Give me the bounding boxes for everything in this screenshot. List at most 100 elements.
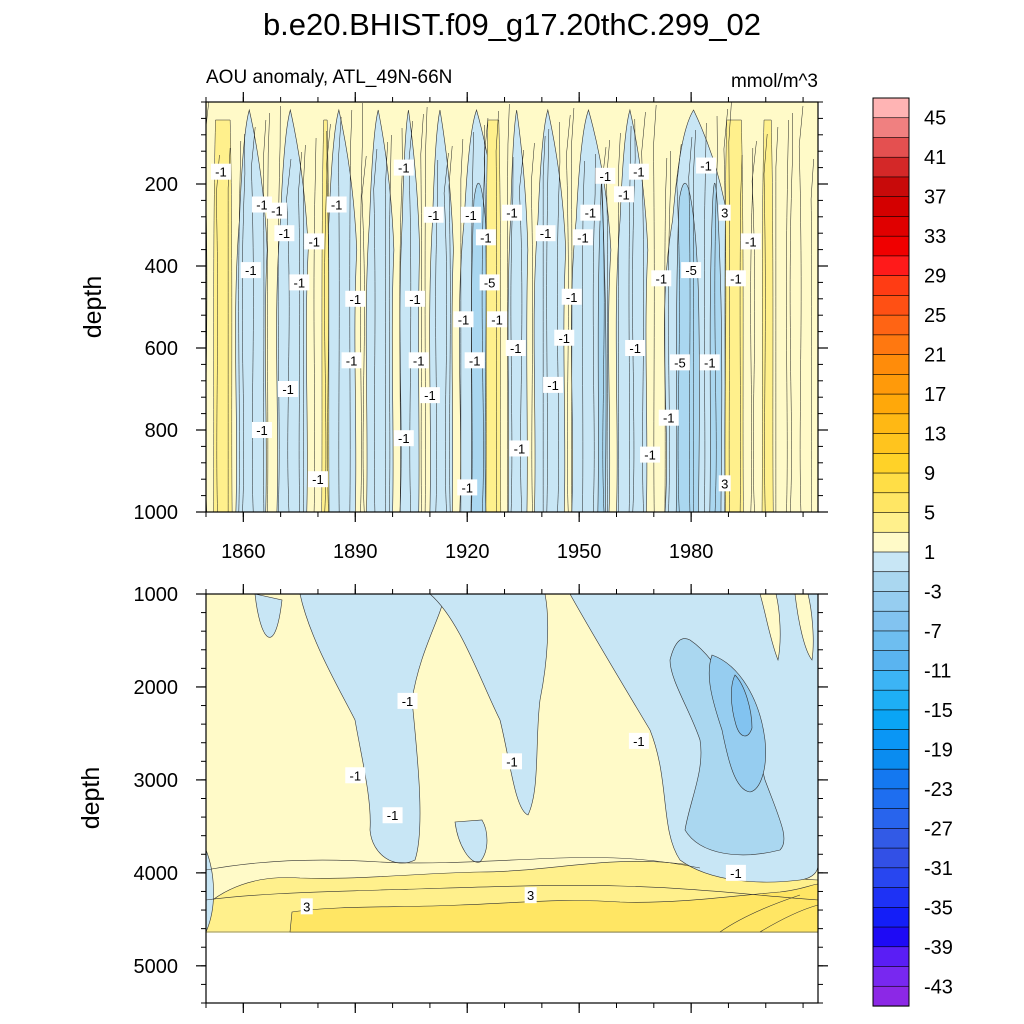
top-contour-line (510, 156, 514, 512)
contour-label: -1 (256, 198, 268, 213)
contour-label: 3 (527, 888, 534, 903)
colorbar-label: 25 (924, 305, 946, 327)
colorbar-label: -39 (924, 937, 953, 959)
top-contour-line (530, 142, 535, 512)
contour-label-box (345, 290, 366, 307)
top-contour-line (664, 157, 668, 512)
subtitle-units: mmol/m^3 (731, 71, 818, 92)
top-contour-line (566, 114, 571, 512)
contour-label-box (699, 354, 720, 371)
colorbar-label: 29 (924, 266, 946, 288)
contour-label-box (341, 352, 362, 369)
contour-label: -1 (349, 292, 361, 307)
top-contour-line (789, 112, 793, 512)
top-blue-band (533, 108, 567, 512)
contour-label-box (725, 864, 746, 881)
contour-label-box (278, 381, 299, 397)
contour-label: -1 (349, 768, 361, 783)
top-panel: -1 -1 -1 -1 -1 -1 -1 -1 -1 -1 -1 -1 -1 -1 -1 -1 -1 -1 -1 -1… (79, 92, 828, 563)
subtitle-left: AOU anomaly, ATL_49N-66N (206, 67, 452, 88)
contour-label-box (535, 225, 556, 242)
top-contour-line (399, 127, 403, 512)
colorbar-swatch (872, 591, 910, 612)
colorbar-label: -11 (924, 660, 951, 682)
y-tick-label: 1000 (134, 584, 179, 606)
colorbar-swatch (872, 966, 910, 987)
x-tick-label: 1980 (669, 541, 714, 563)
colorbar-label: -7 (924, 621, 942, 643)
colorbar-swatch (872, 354, 910, 375)
y-tick-label: 1000 (134, 502, 179, 524)
colorbar-swatch (872, 689, 910, 711)
top-contour-line (739, 154, 743, 512)
contour-label: -1 (618, 187, 630, 202)
bottom-panel: -1 -1 -1 -1 -1 -1 3 3 1000 2000 3000 4000 5000 dept… (77, 584, 828, 1013)
colorbar-swatch (872, 453, 910, 474)
top-yellow-streak (213, 119, 233, 512)
top-contour-line (653, 104, 657, 512)
contour-label: -1 (600, 169, 612, 184)
contour-label: -1 (469, 353, 481, 368)
colorbar-label: 9 (924, 463, 935, 485)
deeper-yellow-layer (289, 883, 818, 933)
contour-label: 3 (721, 206, 728, 221)
colorbar-label: -35 (924, 897, 953, 919)
colorbar-swatch (872, 255, 910, 277)
top-dark-band (597, 183, 607, 512)
contour-label-box (669, 354, 690, 371)
colorbar-swatch (872, 275, 910, 296)
top-contour-line (267, 112, 270, 512)
top-contour-line (460, 138, 464, 512)
x-tick-label: 1860 (221, 541, 266, 563)
colorbar-swatch (872, 907, 910, 928)
contour-label: -1 (633, 734, 645, 749)
top-contour-line (703, 122, 707, 512)
contour-label-box (423, 206, 444, 223)
top-contour-line (542, 135, 546, 512)
contour-label: -5 (484, 275, 496, 290)
bottom-blue-plume-3 (454, 819, 488, 863)
contour-label: -1 (491, 312, 503, 327)
contour-label-box (580, 204, 601, 221)
colorbar-label: -31 (924, 858, 953, 880)
no-data-region (206, 933, 818, 1003)
contour-label-box (524, 887, 537, 904)
bottom-axes: 1000 2000 3000 4000 5000 (134, 584, 828, 1013)
contour-label-box (266, 202, 287, 219)
top-contour-line (443, 152, 449, 512)
colorbar-swatch (872, 630, 910, 652)
contour-label-box (681, 262, 702, 279)
contour-label-box (718, 204, 731, 221)
contour-label: -1 (540, 226, 552, 241)
colorbar-frame (872, 97, 910, 1007)
top-blue-band (615, 108, 649, 512)
contour-label-box (595, 167, 616, 184)
bottom-contour-line-1 (206, 857, 701, 871)
contour-label-box (554, 329, 575, 346)
contour-label: -5 (674, 355, 686, 370)
contour-label-box (651, 270, 672, 287)
colorbar: 45 41 37 33 29 25 21 17 13 9 5 1 -3 -7 -11 -15 -19 -23 -27… (872, 97, 953, 1007)
top-contour-field (206, 102, 814, 512)
top-contour-line (775, 126, 779, 512)
top-contour-line (546, 128, 550, 512)
top-contour-line (571, 107, 575, 512)
top-contour-line (751, 140, 757, 512)
colorbar-swatch (872, 196, 910, 218)
contour-label: -1 (506, 206, 518, 221)
contour-label-box (419, 387, 440, 404)
contour-label-box (210, 163, 231, 180)
contour-label-box (397, 692, 418, 709)
colorbar-swatch (872, 492, 910, 514)
contour-label: -1 (730, 271, 742, 286)
contour-label: -1 (294, 275, 306, 290)
contour-label-box (628, 163, 649, 180)
contour-label: -1 (547, 378, 559, 393)
colorbar-label: 1 (924, 542, 935, 564)
contour-label: -1 (480, 230, 492, 245)
contour-label-box (453, 311, 474, 328)
bottom-contour-line-3 (719, 894, 818, 933)
colorbar-swatch (872, 176, 910, 198)
top-contour-line (448, 145, 453, 512)
